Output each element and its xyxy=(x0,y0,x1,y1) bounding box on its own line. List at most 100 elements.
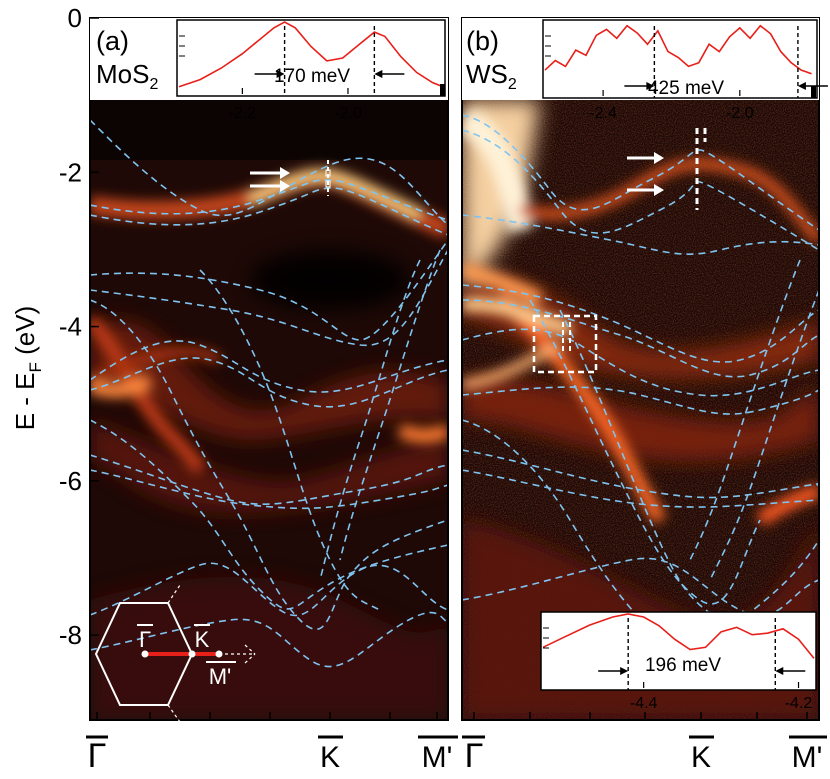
panel-b-bottom-inset: -4.4 -4.2 196 meV xyxy=(540,611,817,712)
bz-dashed-edge-5 xyxy=(244,653,256,664)
y-axis-label-sub: F xyxy=(26,362,45,372)
dft-band xyxy=(709,289,819,581)
bz-label-gamma: Γ xyxy=(139,627,151,652)
bz-m-point xyxy=(215,650,223,658)
x-label-m-a: M' xyxy=(422,741,453,774)
bz-label-k: K xyxy=(195,627,210,652)
panel-b-markers xyxy=(532,128,707,374)
panel-b-material: WS2 xyxy=(466,59,517,93)
panel-a-marker-box-bottom xyxy=(325,180,331,188)
inset-edge-block xyxy=(811,86,816,98)
bz-dashed-edge-4 xyxy=(244,644,256,655)
dft-band xyxy=(462,284,819,363)
bz-dashed-edge-1 xyxy=(167,584,181,604)
panel-a-inset-splitting-label: 170 meV xyxy=(274,66,350,87)
bz-k-point xyxy=(188,650,196,658)
inset-x-tick-label: -2.2 xyxy=(229,105,257,122)
panel-a-material-main: MoS xyxy=(96,59,149,89)
panel-b-arrow-upper xyxy=(627,152,664,164)
x-label-gamma-a: Γ xyxy=(88,737,107,775)
x-label-k-b: K xyxy=(691,741,711,774)
panel-b-bottom-inset-splitting-label: 196 meV xyxy=(645,655,721,676)
panel-b-top-inset: -2.4 -2.0 425 meV xyxy=(542,19,828,122)
inset-arrowhead xyxy=(646,82,655,90)
dft-band xyxy=(689,259,801,561)
panel-b-region-box xyxy=(532,314,598,374)
dft-band xyxy=(462,214,819,255)
bz-gamma-point xyxy=(141,650,149,658)
dft-band xyxy=(90,179,448,221)
dft-band xyxy=(90,562,448,617)
dft-band xyxy=(319,259,421,581)
inset-x-tick-label: -2.0 xyxy=(726,105,754,122)
panel-a-inset-plot: -2.2 -2.0 xyxy=(178,21,445,122)
panel-a-arrow-upper xyxy=(250,167,290,179)
dft-band xyxy=(462,557,819,617)
panel-b-inset-plot: -2.4 -2.0 xyxy=(544,24,828,122)
panel-b-material-sub: 2 xyxy=(508,76,517,93)
y-axis-label-main: E - E xyxy=(10,372,40,430)
inset-arrowhead xyxy=(374,70,383,78)
y-tick-label: -2 xyxy=(59,157,82,187)
x-label-k-a: K xyxy=(320,741,340,774)
brillouin-zone-inset: Γ K M' xyxy=(94,584,256,723)
x-label-m-b: M' xyxy=(792,741,823,774)
x-label-gamma-b: Γ xyxy=(465,737,484,775)
dft-band xyxy=(90,454,448,505)
panel-b-label: (b) xyxy=(466,26,499,56)
panel-b-material-main: WS xyxy=(466,59,508,89)
x-axis-ticks xyxy=(96,712,808,720)
dft-band xyxy=(90,611,448,668)
panel-a-material: MoS2 xyxy=(96,59,158,93)
panel-a-dft-bands xyxy=(90,119,448,668)
y-tick-label: -6 xyxy=(59,466,82,496)
inset-x-tick-label: -4.2 xyxy=(785,695,813,712)
dft-band xyxy=(199,269,381,611)
inset-profile xyxy=(542,613,815,659)
y-tick-label: -8 xyxy=(59,620,82,650)
inset-x-tick-label: -4.4 xyxy=(630,695,658,712)
inset-arrowhead xyxy=(775,667,784,675)
y-axis-label-unit: (eV) xyxy=(10,306,40,362)
dft-band xyxy=(90,419,448,610)
y-tick-label: -4 xyxy=(59,312,82,342)
dft-band xyxy=(462,386,819,415)
inset-x-tick-label: -2.4 xyxy=(589,105,617,122)
panel-b-bottom-inset-plot: -4.4 -4.2 xyxy=(542,613,815,712)
inset-arrowhead xyxy=(620,667,629,675)
dft-band xyxy=(90,357,448,408)
panel-b-arrow-lower xyxy=(627,184,664,196)
x-axis: Γ K M' Γ K M' xyxy=(86,712,827,775)
y-axis-label: E - EF (eV) xyxy=(10,306,45,431)
panel-a-marker-box-top xyxy=(325,169,331,177)
panel-a-material-sub: 2 xyxy=(149,76,158,93)
panel-a-spectrum xyxy=(90,100,448,720)
panel-b-inset-splitting-label: 425 meV xyxy=(648,78,724,99)
panel-a-arrow-lower xyxy=(250,180,290,192)
dft-band xyxy=(529,299,761,605)
panel-a-top-inset: -2.2 -2.0 170 meV xyxy=(176,19,446,122)
dft-band xyxy=(90,469,448,510)
dft-band xyxy=(462,114,819,231)
y-tick-label: 0 xyxy=(68,3,82,33)
inset-arrowhead xyxy=(276,70,285,78)
inset-edge-block xyxy=(440,84,445,96)
panel-a-markers xyxy=(250,160,331,196)
dft-band xyxy=(462,299,819,378)
bz-label-m: M' xyxy=(209,664,232,689)
inset-x-tick-label: -2.0 xyxy=(334,105,362,122)
dft-band xyxy=(90,299,448,630)
dft-band xyxy=(462,449,819,499)
dft-band xyxy=(90,249,448,347)
inset-arrowhead xyxy=(797,82,806,90)
dft-band xyxy=(90,239,448,341)
panel-a-label: (a) xyxy=(96,26,129,56)
dft-band xyxy=(90,187,448,236)
dft-band xyxy=(339,249,441,561)
inset-profile xyxy=(178,21,444,88)
inset-profile xyxy=(544,24,812,75)
y-axis: 0 -2 -4 -6 -8 xyxy=(59,3,99,650)
dft-band xyxy=(559,309,721,621)
dft-band xyxy=(90,119,448,226)
